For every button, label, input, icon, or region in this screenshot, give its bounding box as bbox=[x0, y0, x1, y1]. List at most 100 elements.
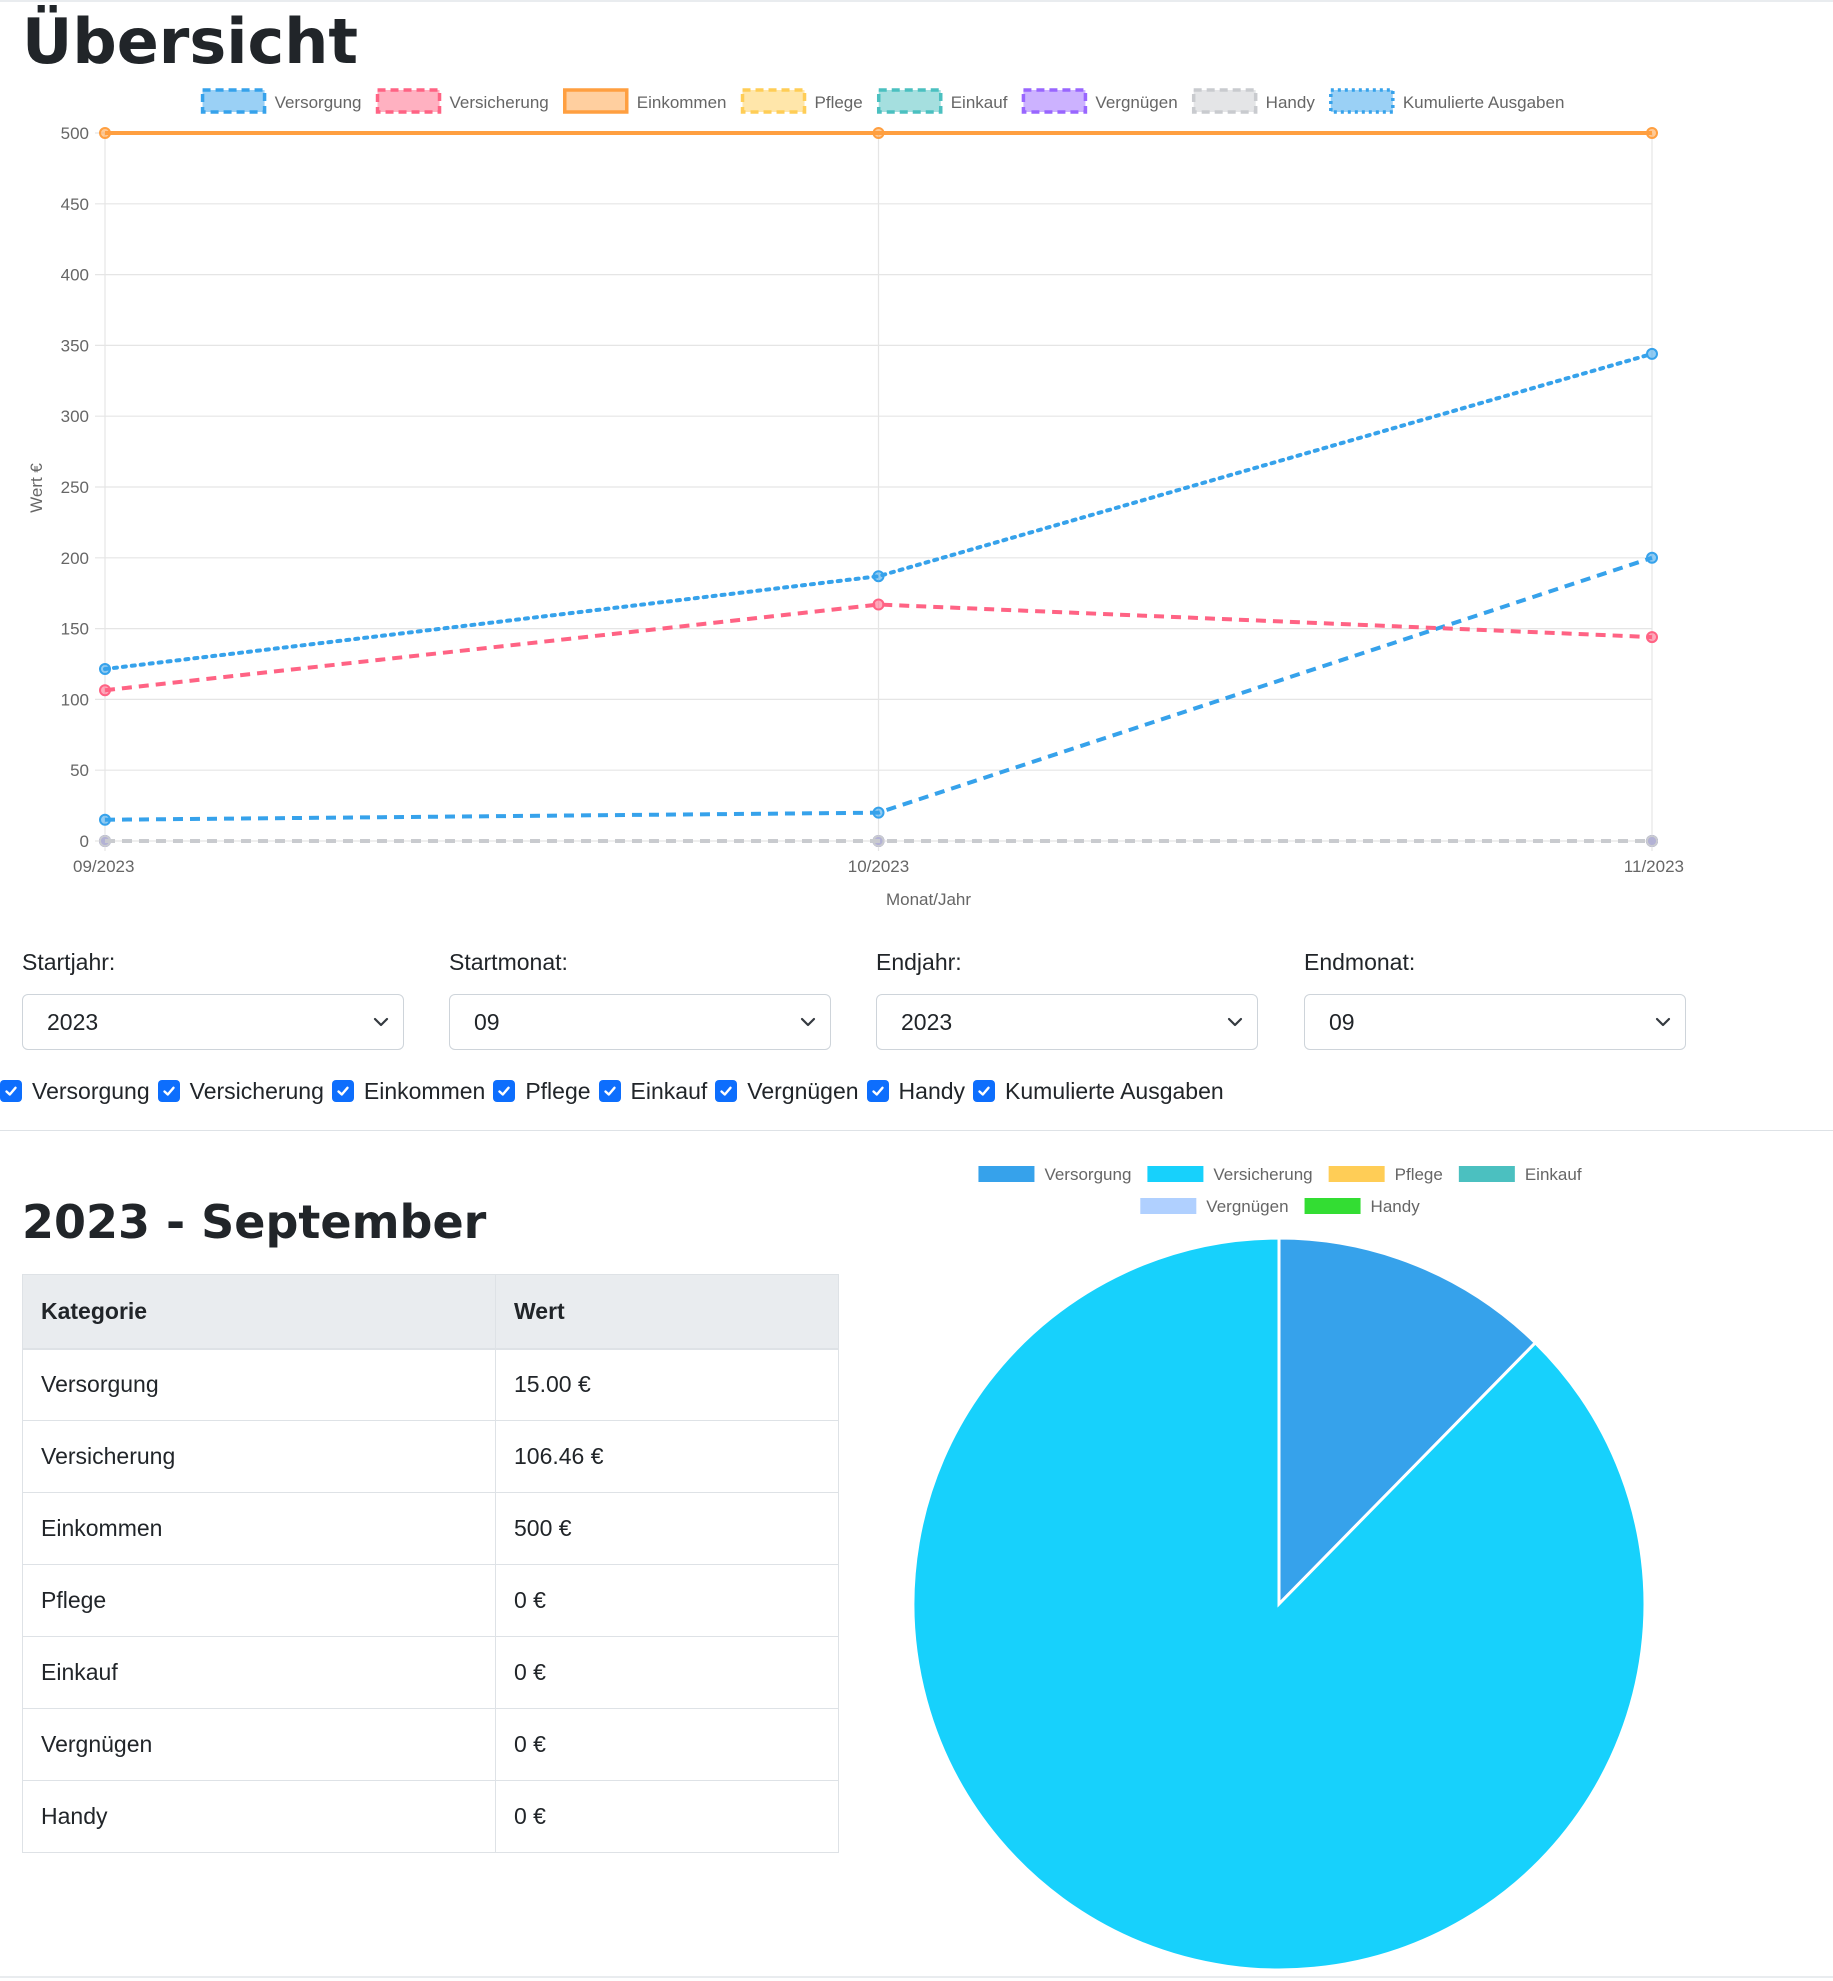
pie-legend-item-versicherung[interactable]: Versicherung bbox=[1147, 1165, 1313, 1184]
start-year-value: 2023 bbox=[47, 1009, 99, 1035]
end-month-select[interactable]: 09 bbox=[1304, 994, 1686, 1050]
data-point-versorgung bbox=[872, 806, 885, 819]
chevron-down-icon bbox=[373, 1017, 389, 1027]
data-point-versicherung bbox=[99, 684, 111, 697]
checkbox-checked-icon[interactable] bbox=[598, 1080, 621, 1102]
series-line-versicherung bbox=[104, 602, 1653, 693]
legend-swatch bbox=[1140, 1198, 1197, 1214]
y-tick-label: 0 bbox=[80, 832, 89, 851]
table-row: Versorgung 15.00 € bbox=[22, 1348, 839, 1421]
value-cell: 0 € bbox=[495, 1636, 839, 1709]
pie-legend-item-handy[interactable]: Handy bbox=[1304, 1197, 1421, 1216]
end-year-label: Endjahr: bbox=[876, 949, 962, 975]
series-checkboxes: Versorgung Versicherung Einkommen Pflege Ein… bbox=[0, 1075, 1232, 1107]
legend-swatch bbox=[740, 88, 807, 114]
end-year-select[interactable]: 2023 bbox=[876, 994, 1258, 1050]
data-point-versicherung bbox=[872, 598, 885, 611]
legend-swatch bbox=[200, 88, 267, 114]
x-tick-label: 11/2023 bbox=[1624, 857, 1684, 876]
checkbox-versorgung[interactable]: Versorgung bbox=[0, 1078, 150, 1105]
checkbox-vergnuegen[interactable]: Vergnügen bbox=[715, 1078, 859, 1105]
checkbox-handy[interactable]: Handy bbox=[866, 1078, 965, 1105]
y-tick-label: 350 bbox=[61, 336, 89, 355]
data-point-versorgung bbox=[1646, 551, 1658, 564]
category-cell: Versicherung bbox=[22, 1420, 496, 1493]
start-month-select[interactable]: 09 bbox=[449, 994, 831, 1050]
legend-item-einkommen[interactable]: Einkommen bbox=[563, 88, 727, 114]
x-tick-label: 10/2023 bbox=[848, 857, 909, 876]
end-year-group: Endjahr: 2023 bbox=[876, 944, 1258, 1050]
legend-item-kumulierte-ausgaben[interactable]: Kumulierte Ausgaben bbox=[1329, 88, 1565, 114]
pie-legend-item-einkauf[interactable]: Einkauf bbox=[1458, 1165, 1582, 1184]
legend-swatch bbox=[1021, 88, 1088, 114]
legend-label: Vergnügen bbox=[1095, 93, 1177, 112]
data-point-handy bbox=[872, 835, 885, 847]
y-tick-label: 450 bbox=[61, 195, 89, 214]
legend-item-handy[interactable]: Handy bbox=[1191, 88, 1316, 114]
legend-label: Einkommen bbox=[637, 93, 727, 112]
page-title: Übersicht bbox=[22, 5, 359, 78]
legend-item-versicherung[interactable]: Versicherung bbox=[375, 88, 549, 114]
table-row: Einkauf 0 € bbox=[22, 1636, 839, 1709]
end-year-value: 2023 bbox=[901, 1009, 953, 1035]
legend-swatch bbox=[1458, 1166, 1515, 1182]
y-tick-label: 200 bbox=[61, 549, 89, 568]
checkbox-versicherung[interactable]: Versicherung bbox=[157, 1077, 324, 1105]
checkbox-einkommen[interactable]: Einkommen bbox=[331, 1078, 485, 1105]
start-year-select[interactable]: 2023 bbox=[22, 994, 404, 1050]
checkbox-checked-icon[interactable] bbox=[331, 1080, 354, 1102]
checkbox-pflege[interactable]: Pflege bbox=[493, 1078, 591, 1105]
header-wert: Wert bbox=[495, 1274, 839, 1350]
chevron-down-icon bbox=[1227, 1017, 1243, 1027]
data-point-kumulierte-ausgaben bbox=[1646, 347, 1658, 360]
checkbox-checked-icon[interactable] bbox=[715, 1080, 738, 1102]
month-table: Kategorie Wert Versorgung 15.00 € Versich… bbox=[22, 1274, 839, 1853]
legend-swatch bbox=[1147, 1166, 1204, 1182]
data-point-einkommen bbox=[872, 127, 885, 139]
value-cell: 0 € bbox=[495, 1564, 839, 1637]
legend-label: Einkauf bbox=[951, 93, 1008, 112]
data-point-einkommen bbox=[99, 127, 111, 139]
checkbox-kumulierte-ausgaben[interactable]: Kumulierte Ausgaben bbox=[973, 1078, 1224, 1105]
y-tick-label: 500 bbox=[61, 124, 89, 143]
legend-item-vergnuegen[interactable]: Vergnügen bbox=[1021, 88, 1178, 114]
legend-swatch bbox=[1304, 1198, 1361, 1214]
chevron-down-icon bbox=[800, 1017, 816, 1027]
end-month-group: Endmonat: 09 bbox=[1304, 944, 1686, 1050]
checkbox-checked-icon[interactable] bbox=[493, 1080, 516, 1102]
start-year-label: Startjahr: bbox=[22, 949, 116, 975]
checkbox-checked-icon[interactable] bbox=[157, 1080, 180, 1102]
checkbox-label: Versicherung bbox=[189, 1077, 324, 1104]
checkbox-checked-icon[interactable] bbox=[0, 1080, 22, 1102]
legend-item-einkauf[interactable]: Einkauf bbox=[876, 88, 1008, 114]
legend-label: Versicherung bbox=[1213, 1165, 1312, 1184]
checkbox-checked-icon[interactable] bbox=[866, 1080, 889, 1102]
value-cell: 0 € bbox=[495, 1708, 839, 1781]
table-row: Vergnügen 0 € bbox=[22, 1708, 839, 1781]
pie-legend-item-pflege[interactable]: Pflege bbox=[1328, 1165, 1443, 1184]
legend-item-pflege[interactable]: Pflege bbox=[740, 88, 863, 114]
checkbox-einkauf[interactable]: Einkauf bbox=[598, 1078, 707, 1105]
table-header-row: Kategorie Wert bbox=[22, 1274, 839, 1350]
pie-legend: Versorgung Versicherung Pflege Einkauf Vergn… bbox=[978, 1165, 1582, 1216]
start-month-group: Startmonat: 09 bbox=[449, 944, 831, 1050]
table-row: Versicherung 106.46 € bbox=[22, 1420, 839, 1493]
y-tick-label: 100 bbox=[61, 690, 89, 709]
legend-label: Pflege bbox=[815, 93, 863, 112]
legend-item-versorgung[interactable]: Versorgung bbox=[200, 88, 362, 114]
legend-label: Versorgung bbox=[1044, 1165, 1131, 1184]
y-tick-label: 50 bbox=[70, 761, 89, 780]
pie-legend-item-versorgung[interactable]: Versorgung bbox=[978, 1165, 1131, 1184]
y-tick-label: 300 bbox=[61, 407, 89, 426]
data-point-kumulierte-ausgaben bbox=[872, 570, 885, 583]
checkbox-checked-icon[interactable] bbox=[973, 1080, 996, 1102]
checkbox-label: Kumulierte Ausgaben bbox=[1005, 1077, 1224, 1104]
pie-legend-item-vergnuegen[interactable]: Vergnügen bbox=[1140, 1197, 1289, 1216]
end-month-value: 09 bbox=[1329, 1009, 1355, 1035]
data-point-handy bbox=[99, 835, 111, 847]
legend-swatch bbox=[1329, 88, 1395, 114]
category-cell: Vergnügen bbox=[22, 1708, 496, 1781]
value-cell: 15.00 € bbox=[495, 1348, 839, 1421]
legend-label: Handy bbox=[1371, 1197, 1421, 1216]
data-point-versorgung bbox=[99, 813, 111, 826]
